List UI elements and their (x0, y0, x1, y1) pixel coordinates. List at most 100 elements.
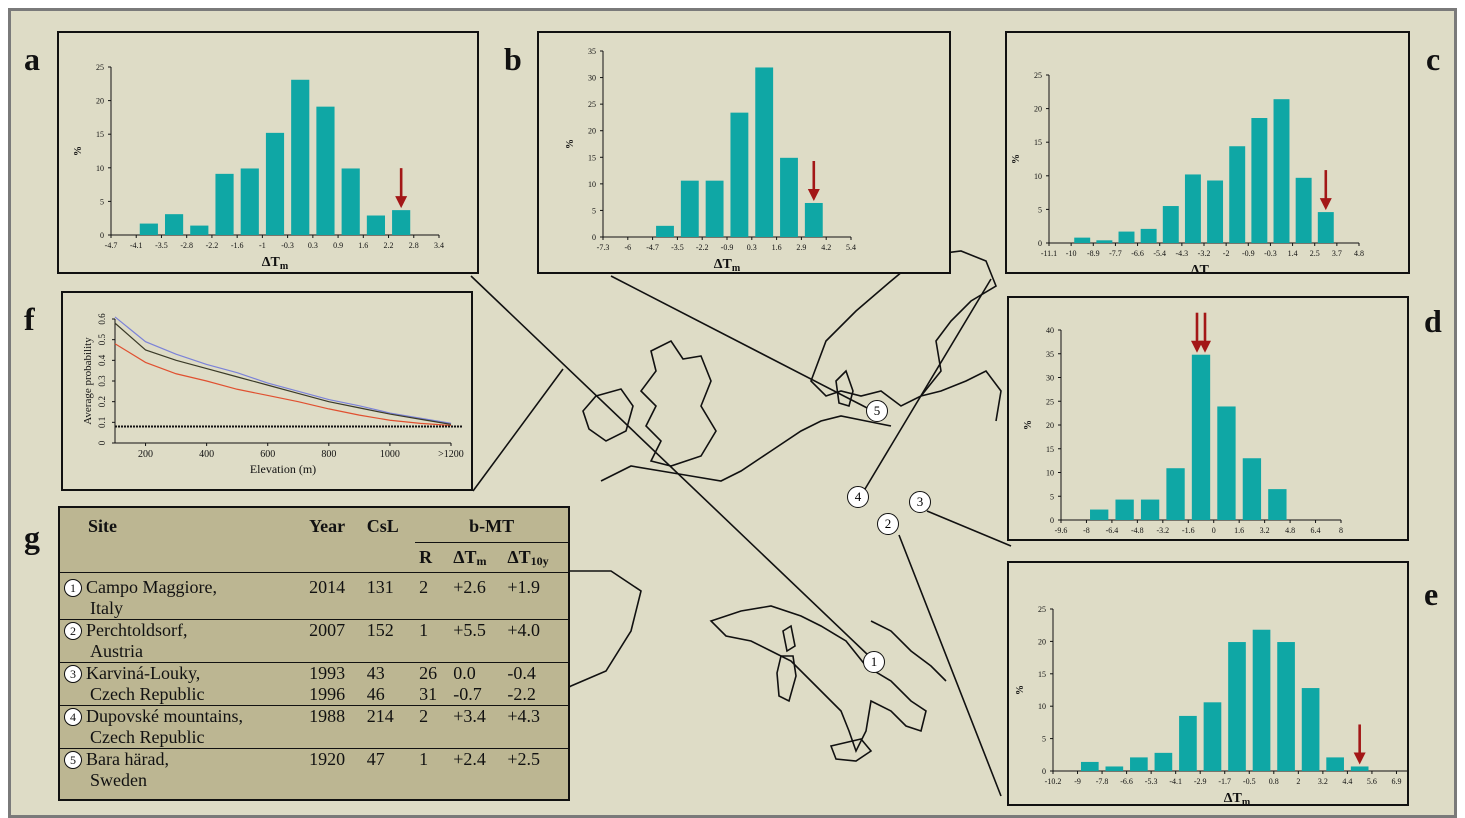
x-tick-label: 800 (321, 449, 336, 460)
x-tick-label: -3.2 (1156, 526, 1169, 535)
coast-baltic (920, 369, 1002, 422)
map-marker-5[interactable]: 5 (866, 400, 888, 422)
bar (1242, 458, 1262, 520)
x-tick-label: -1.7 (1218, 777, 1231, 786)
y-tick-label: 0.2 (97, 396, 107, 407)
bar (780, 157, 798, 237)
y-axis-label: % (73, 146, 84, 156)
y-tick-label: 5 (1038, 205, 1042, 214)
map-marker-1[interactable]: 1 (863, 651, 885, 673)
x-tick-label: 3.7 (1332, 249, 1342, 258)
panel-label-b: b (504, 41, 522, 77)
europe-map (470, 250, 1012, 797)
x-tick-label: -4.7 (105, 241, 118, 250)
arrow-head (1319, 198, 1332, 211)
x-axis-label: ΔTm (1224, 791, 1251, 804)
bar (316, 106, 335, 235)
y-tick-label: 20 (1046, 421, 1054, 430)
x-tick-label: -6 (624, 243, 631, 252)
bar (755, 67, 774, 237)
panel-label-a: a (24, 41, 40, 77)
bar (1191, 354, 1211, 520)
x-tick-label: -6.6 (1120, 777, 1133, 786)
y-tick-label: 20 (1038, 637, 1046, 646)
bar (1277, 642, 1295, 771)
y-tick-label: 25 (96, 63, 104, 72)
arrow-head (1199, 340, 1211, 353)
y-tick-label: 0 (592, 233, 596, 242)
bar (392, 210, 411, 235)
x-tick-label: -10.2 (1045, 777, 1062, 786)
x-tick-label: -4.8 (1131, 526, 1144, 535)
panel-label-c: c (1426, 41, 1441, 77)
x-axis-label: ΔTm (1191, 263, 1218, 272)
x-tick-label: -8 (1083, 526, 1090, 535)
y-tick-label: 0 (1042, 767, 1046, 776)
chart-panel-b: 0 5 10 15 20 25 30 35 -7.3 -6 -4.7 -3.5 -2.2 -0.9 0.3 1… (537, 31, 951, 274)
bar (341, 168, 360, 235)
x-tick-label: 3.2 (1318, 777, 1328, 786)
chart-panel-f: 0 0.1 0.2 0.3 0.4 0.5 0.6 200 400 600 800 1000 >1200… (61, 291, 473, 491)
x-tick-label: -7.3 (597, 243, 610, 252)
y-tick-label: 20 (96, 97, 104, 106)
chart-panel-d: 0 5 10 15 20 25 30 35 40 -9.6 -8 -6.4 -4.8 -3.2 -1.6 0 1… (1007, 296, 1409, 557)
series-line (114, 316, 452, 424)
map-marker-2[interactable]: 2 (877, 513, 899, 535)
header-bmt: b-MT (415, 508, 568, 543)
bar (730, 112, 749, 237)
bar (139, 223, 158, 235)
x-tick-label: 2.8 (409, 241, 419, 250)
series-line (114, 343, 452, 427)
bar (1295, 177, 1312, 243)
arrow-head (395, 196, 408, 209)
y-tick-label: 0.3 (97, 375, 107, 387)
x-tick-label: -3.2 (1198, 249, 1211, 258)
table-row: 3 Karviná-Louky, Czech Republic 1993 1996 4… (60, 662, 568, 705)
bar (1105, 766, 1124, 771)
site-table-panel: Site Year CsL b-MT R ΔTm ΔT10y 1 Campo Ma… (58, 506, 570, 801)
panel-label-d: d (1424, 303, 1442, 339)
bar (215, 173, 234, 235)
y-tick-label: 15 (96, 130, 104, 139)
x-tick-label: 6.9 (1391, 777, 1401, 786)
map-marker-3[interactable]: 3 (909, 491, 931, 513)
bar (240, 168, 259, 235)
y-tick-label: 25 (588, 100, 596, 109)
y-tick-label: 15 (588, 153, 596, 162)
y-tick-label: 15 (1038, 670, 1046, 679)
bar (1326, 757, 1344, 771)
x-tick-label: 1.4 (1288, 249, 1298, 258)
x-tick-label: -5.3 (1145, 777, 1158, 786)
bar (1130, 757, 1148, 771)
x-tick-label: -3.5 (671, 243, 684, 252)
bar (1251, 118, 1268, 243)
connector-d (926, 510, 1012, 547)
arrow-head (807, 188, 820, 201)
bar (1229, 146, 1246, 243)
coast-sardinia (776, 655, 797, 703)
coast-scandinavia (810, 250, 997, 407)
x-tick-label: -10 (1066, 249, 1077, 258)
y-axis-label: % (565, 139, 576, 149)
x-tick-label: 4.4 (1342, 777, 1352, 786)
connector-c (864, 278, 992, 490)
x-tick-label: -0.9 (1242, 249, 1255, 258)
coast-corsica (782, 624, 796, 653)
x-tick-label: >1200 (438, 449, 464, 460)
bar (1301, 688, 1320, 771)
x-tick-label: -1 (259, 241, 266, 250)
connector-f (472, 368, 564, 492)
bar (680, 180, 699, 237)
x-tick-label: -2.8 (180, 241, 193, 250)
y-tick-label: 5 (592, 206, 596, 215)
table-row: 5 Bara härad, Sweden 1920 47 1 +2.4 +2.5 (60, 748, 568, 791)
bar (1090, 509, 1109, 520)
bar (366, 215, 386, 235)
bar (705, 180, 724, 237)
connector-e (898, 534, 1002, 797)
map-marker-4[interactable]: 4 (847, 486, 869, 508)
y-tick-label: 20 (588, 127, 596, 136)
bar (164, 214, 184, 235)
arrow-head (1191, 340, 1203, 353)
x-tick-label: -1.6 (231, 241, 244, 250)
